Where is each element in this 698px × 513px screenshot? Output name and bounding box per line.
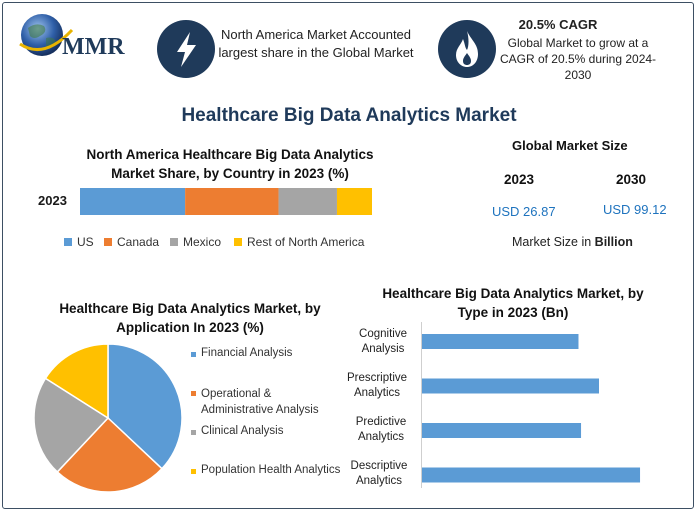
legend-swatch-mexico <box>170 238 178 246</box>
market-size-note: Market Size in Billion <box>512 235 633 249</box>
application-pie-chart <box>33 343 183 493</box>
legend-label-rest: Rest of North America <box>247 235 365 249</box>
type-tick-descriptive: Descriptive Analytics <box>334 459 424 489</box>
market-value-2023: USD 26.87 <box>492 204 556 219</box>
legend-swatch-us <box>64 238 72 246</box>
country-stacked-bar <box>80 188 372 215</box>
pie-swatch-clinical <box>191 430 196 435</box>
application-chart-title: Healthcare Big Data Analytics Market, by… <box>59 301 321 335</box>
pie-slice-financial <box>107 343 183 470</box>
infographic-frame <box>2 2 694 509</box>
pie-slice-clinical <box>33 377 110 474</box>
pie-legend-population: Population Health Analytics <box>191 464 340 476</box>
market-year-2030: 2030 <box>616 172 647 187</box>
pie-slice-operational <box>56 416 164 493</box>
pie-legend-clinical: Clinical Analysis <box>191 425 283 437</box>
stack-segment-us <box>80 188 186 215</box>
type-tick-cognitive: Cognitive Analysis <box>338 327 428 357</box>
type-chart-axis <box>421 322 422 488</box>
logo-text: MMR <box>62 34 125 60</box>
pie-label-operational: Operational & Administrative Analysis <box>201 388 319 416</box>
legend-us: US <box>64 235 94 249</box>
type-chart-title: Healthcare Big Data Analytics Market, by… <box>382 286 644 320</box>
pie-legend-financial: Financial Analysis <box>191 347 292 359</box>
type-tick-prescriptive: Prescriptive Analytics <box>332 371 422 401</box>
stack-segment-mexico <box>278 188 337 215</box>
type-bar-chart <box>422 334 641 483</box>
pie-swatch-operational <box>191 391 196 396</box>
main-title: Healthcare Big Data Analytics Market <box>181 105 517 126</box>
type-tick-predictive: Predictive Analytics <box>336 415 426 445</box>
legend-canada: Canada <box>104 235 159 249</box>
type-bar-descriptive <box>422 467 641 483</box>
header-card2-text: Global Market to grow at a CAGR of 20.5%… <box>499 36 657 82</box>
pie-label-financial: Financial Analysis <box>201 347 293 359</box>
stack-segment-canada <box>185 188 279 215</box>
type-tick-descriptive-line2: Analytics <box>355 475 403 487</box>
type-tick-predictive-line2: Analytics <box>357 431 405 443</box>
type-bar-prescriptive <box>422 378 599 394</box>
market-size-note-prefix: Market Size in <box>512 235 595 249</box>
type-bar-predictive <box>422 423 582 438</box>
country-chart-title: North America Healthcare Big Data Analyt… <box>86 147 374 181</box>
legend-label-mexico: Mexico <box>183 235 222 249</box>
pie-slice-population <box>44 343 109 420</box>
mmr-logo: MMR <box>19 14 125 60</box>
header-card2-title: 20.5% CAGR <box>518 17 598 32</box>
pie-label-clinical: Clinical Analysis <box>201 425 284 437</box>
market-size-note-unit: Billion <box>594 235 633 249</box>
pie-swatch-population <box>191 469 196 474</box>
market-size-title: Global Market Size <box>512 138 628 153</box>
type-tick-cognitive-line1: Cognitive <box>359 328 407 340</box>
type-tick-prescriptive-line2: Analytics <box>353 387 401 399</box>
pie-swatch-financial <box>191 352 196 357</box>
flame-icon <box>438 20 496 78</box>
legend-mexico: Mexico <box>170 235 221 249</box>
lightning-icon <box>157 20 215 78</box>
pie-legend-operational: Operational & Administrative Analysis <box>191 386 341 418</box>
market-year-2023: 2023 <box>504 172 535 187</box>
market-value-2030: USD 99.12 <box>603 202 667 217</box>
type-tick-cognitive-line2: Analysis <box>361 343 405 355</box>
legend-rest: Rest of North America <box>234 235 364 249</box>
legend-label-us: US <box>77 235 94 249</box>
stack-segment-rest <box>336 188 372 215</box>
legend-swatch-rest <box>234 238 242 246</box>
type-tick-predictive-line1: Predictive <box>355 416 407 428</box>
legend-label-canada: Canada <box>117 235 160 249</box>
header-card1-text: North America Market Accounted largest s… <box>218 27 414 60</box>
type-tick-descriptive-line1: Descriptive <box>350 460 408 472</box>
pie-label-population: Population Health Analytics <box>201 464 341 476</box>
type-tick-prescriptive-line1: Prescriptive <box>346 372 408 384</box>
country-chart-year-label: 2023 <box>38 193 67 208</box>
legend-swatch-canada <box>104 238 112 246</box>
type-bar-cognitive <box>422 334 579 349</box>
